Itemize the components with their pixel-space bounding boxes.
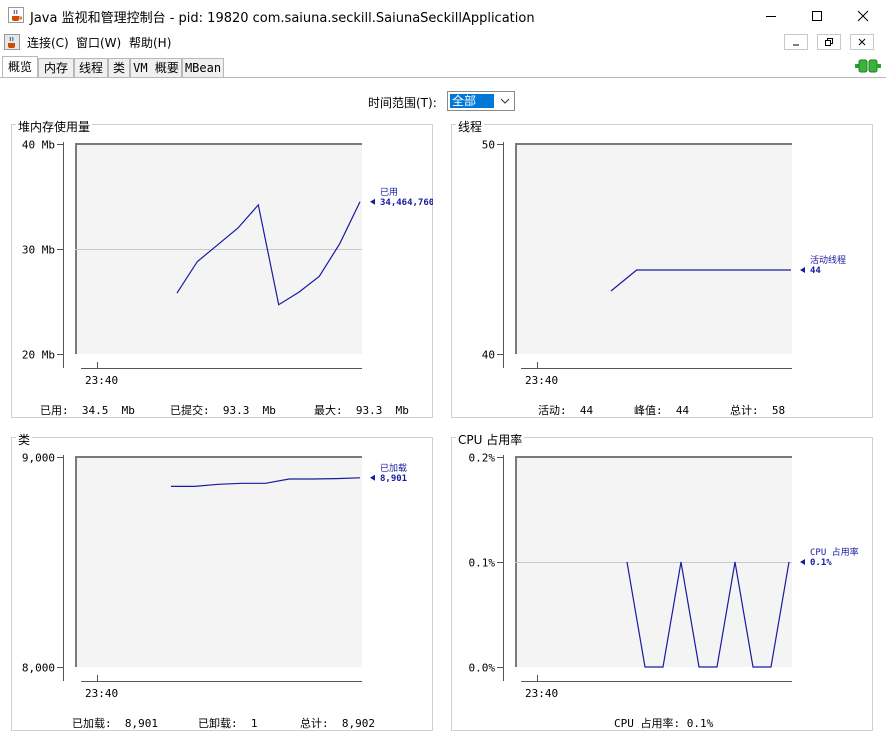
time-range-value: 全部 [450,94,494,108]
tab-overview[interactable]: 概览 [2,56,38,78]
tab-divider [0,77,886,78]
y-tick-label: 50 [482,139,495,152]
heap-committed-stat: 已提交: 93.3 Mb [170,404,276,417]
minimize-icon [766,15,776,17]
threads-panel [451,124,873,418]
java-coffee-cup-icon [8,7,24,23]
maximize-button[interactable] [794,0,840,31]
threads-panel-title: 线程 [456,118,485,135]
heap-used-stat: 已用: 34.5 Mb [40,404,135,417]
legend-value: 8,901 [380,474,407,484]
connected-icon [855,59,881,73]
tab-classes[interactable]: 类 [108,58,130,78]
time-range-select[interactable]: 全部 [447,91,515,111]
series-line [176,201,361,306]
legend-marker-icon [370,474,375,481]
tab-bar: 概览 内存 线程 类 VM 概要 MBean [0,56,886,78]
title-bar: Java 监视和管理控制台 - pid: 19820 com.saiuna.se… [0,0,886,31]
legend-marker-icon [800,559,805,565]
classes-unloaded-stat: 已卸载: 1 [198,717,258,730]
x-tick-label: 23:40 [85,687,118,700]
close-button[interactable] [840,0,886,31]
close-icon [858,38,866,46]
heap-panel [11,124,433,418]
chevron-down-icon [500,98,510,104]
threads-total-stat: 总计: 58 [730,404,786,417]
heap-max-stat: 最大: 93.3 Mb [314,404,409,417]
y-tick-label: 8,000 [22,662,55,675]
restore-icon [825,38,833,46]
y-tick-label: 0.2% [469,452,496,465]
plot-background [75,457,362,667]
tab-mbean[interactable]: MBean [182,58,224,78]
y-tick-label: 9,000 [22,452,55,465]
threads-peak-stat: 峰值: 44 [634,404,690,417]
y-tick-label: 0.1% [469,557,496,570]
heap-panel-title: 堆内存使用量 [16,118,93,135]
internal-restore-button[interactable] [817,34,841,50]
x-tick-label: 23:40 [525,374,558,387]
tab-threads[interactable]: 线程 [74,58,108,78]
x-tick-label: 23:40 [85,374,118,387]
internal-minimize-button[interactable] [784,34,808,50]
minimize-icon [793,44,799,46]
legend-marker-icon [370,198,375,205]
classes-panel-title: 类 [16,431,33,448]
legend-value: 34,464,760 [380,198,433,208]
legend-label: 活动线程 [810,254,846,266]
legend-label: 已用 [380,187,398,198]
close-icon [857,10,869,21]
legend-value: 0.1% [810,558,832,568]
x-tick-label: 23:40 [525,687,558,700]
tab-vm-summary[interactable]: VM 概要 [130,58,182,78]
legend-value: 44 [810,266,821,276]
plot-background [515,144,792,354]
y-tick-label: 0.0% [469,662,496,675]
window-title: Java 监视和管理控制台 - pid: 19820 com.saiuna.se… [30,11,535,26]
cpu-usage-stat: CPU 占用率: 0.1% [614,717,714,730]
tab-memory[interactable]: 内存 [38,58,74,78]
legend-label: 已加载 [380,462,407,474]
menu-connect[interactable]: 连接(C) [27,36,69,50]
menu-help[interactable]: 帮助(H) [129,36,172,50]
java-coffee-cup-icon[interactable] [4,34,20,50]
time-range-label: 时间范围(T): [368,96,437,110]
y-tick-label: 20 Mb [22,349,55,362]
legend-label: CPU 占用率 [810,546,859,558]
minimize-button[interactable] [748,0,794,31]
series-line [610,269,791,292]
menu-bar: 连接(C) 窗口(W) 帮助(H) [0,31,886,53]
legend-marker-icon [800,267,805,273]
series-line [171,477,361,488]
classes-panel [11,437,433,731]
cpu-panel [451,437,873,731]
threads-live-stat: 活动: 44 [538,404,594,417]
y-tick-label: 40 [482,349,495,362]
y-tick-label: 40 Mb [22,139,55,152]
y-tick-label: 30 Mb [22,244,55,257]
maximize-icon [812,10,822,21]
classes-loaded-stat: 已加载: 8,901 [72,717,158,730]
cpu-panel-title: CPU 占用率 [456,431,525,448]
classes-total-stat: 总计: 8,902 [300,717,375,730]
menu-window[interactable]: 窗口(W) [76,36,122,50]
series-line [626,561,790,668]
internal-close-button[interactable] [850,34,874,50]
